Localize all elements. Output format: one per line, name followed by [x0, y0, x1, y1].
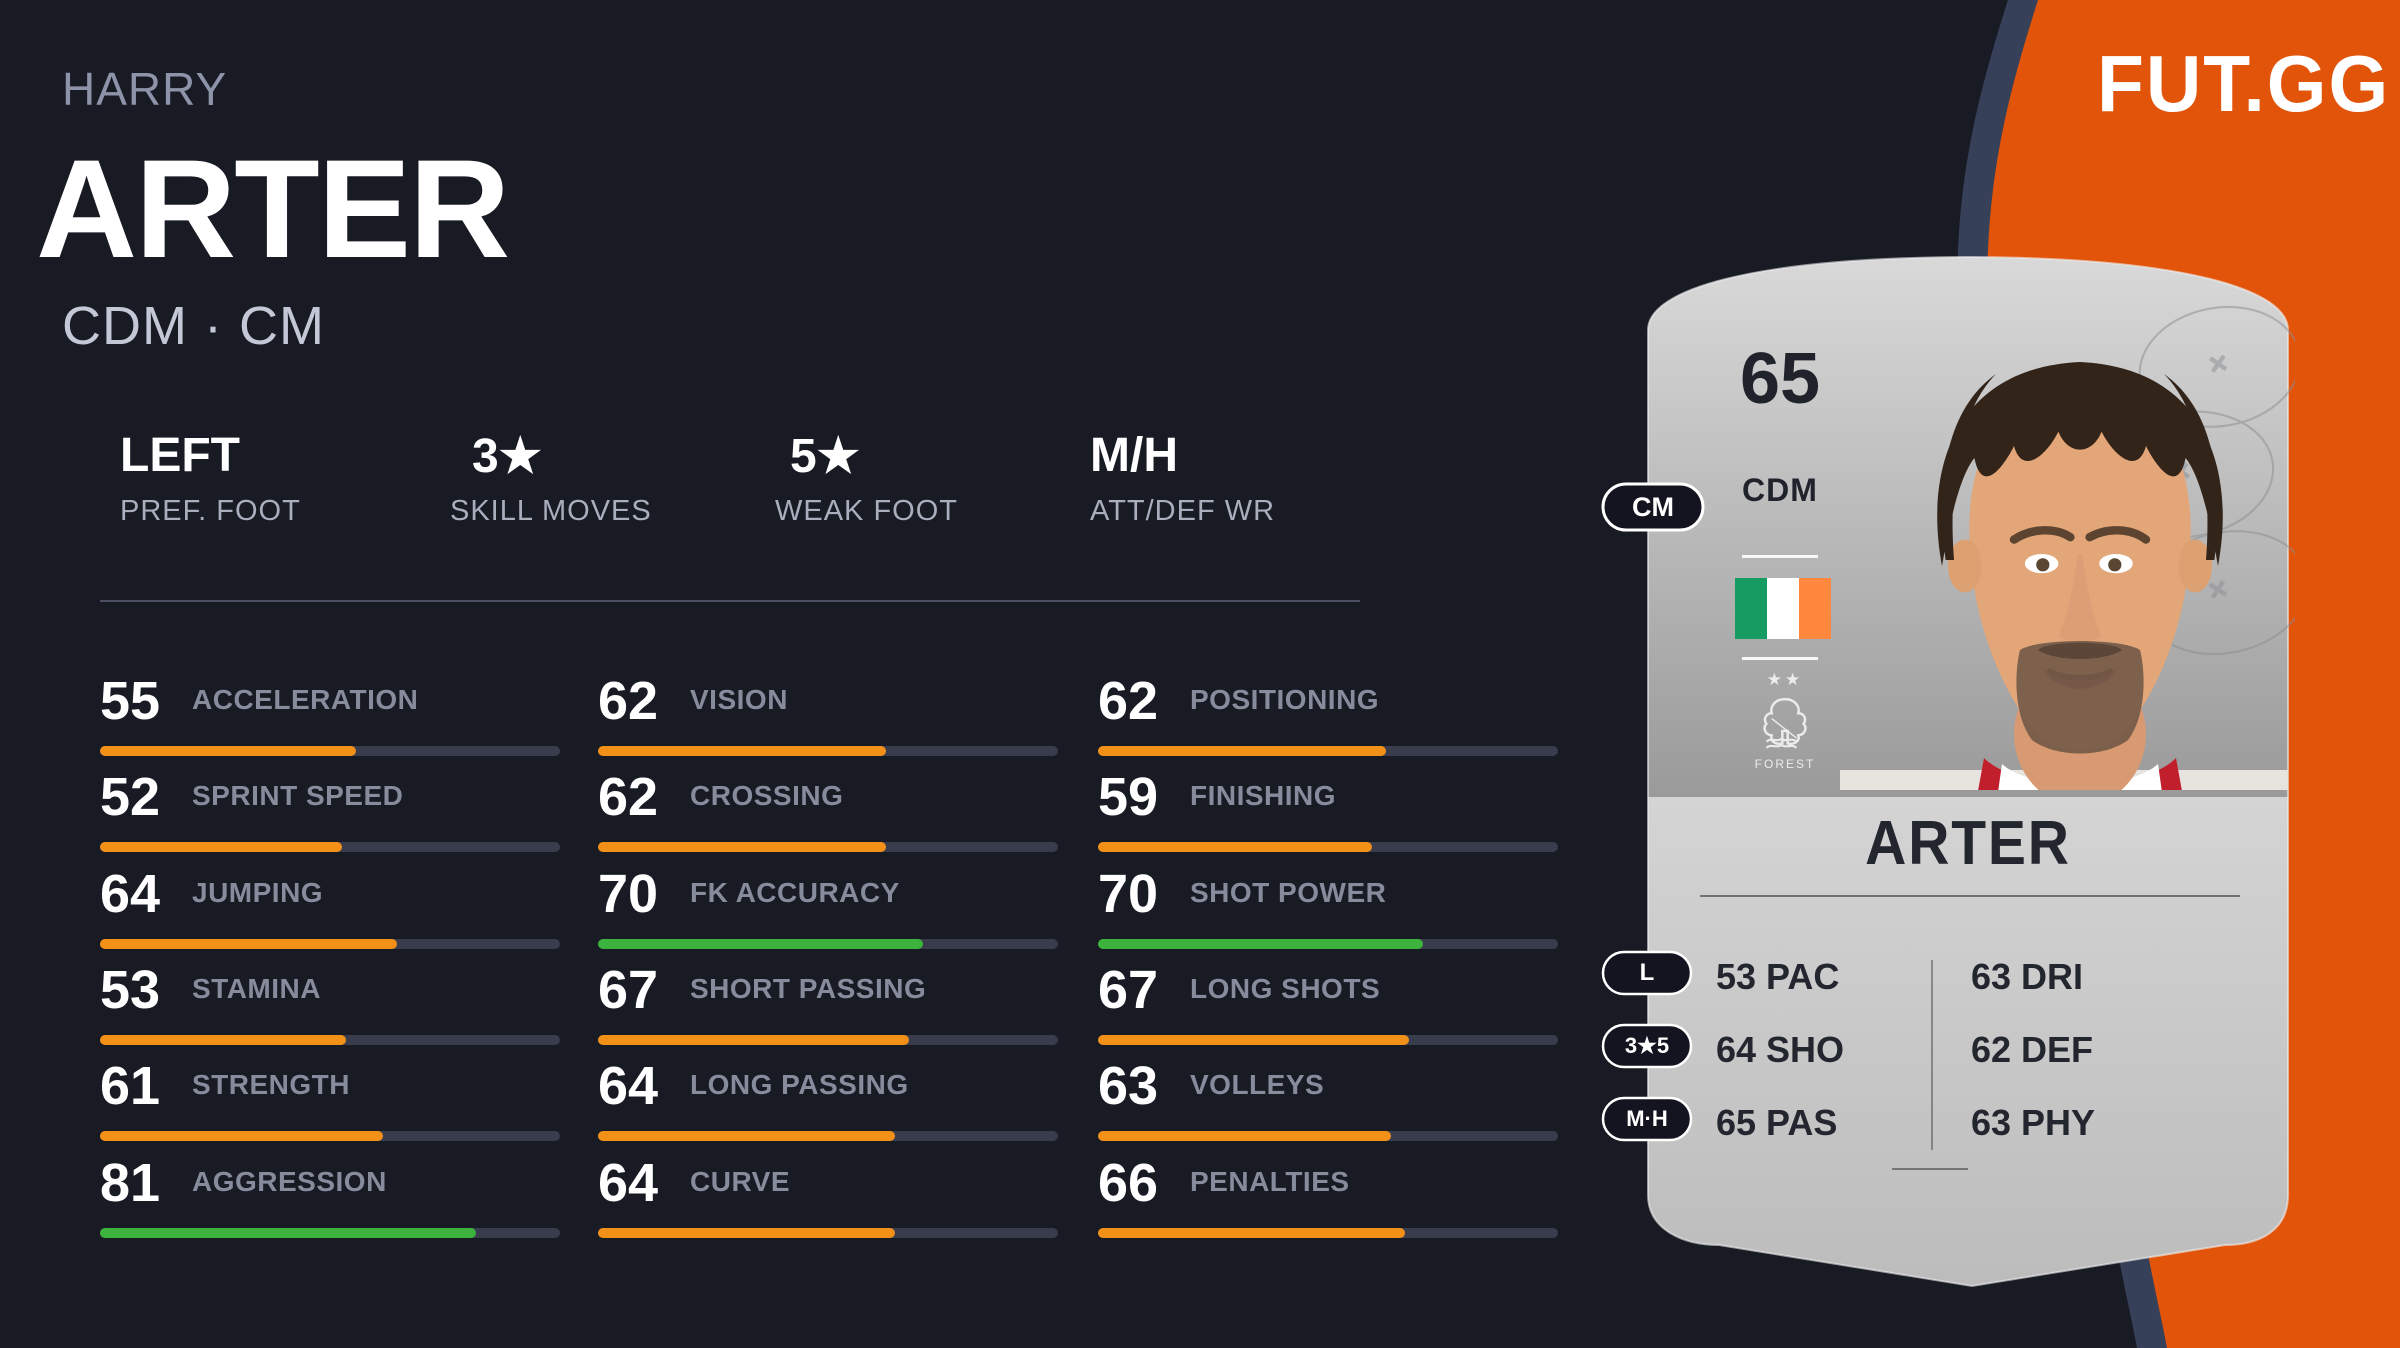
- svg-text:L: L: [1640, 959, 1655, 986]
- svg-text:M·H: M·H: [1626, 1106, 1668, 1131]
- svg-text:3★5: 3★5: [1625, 1033, 1669, 1058]
